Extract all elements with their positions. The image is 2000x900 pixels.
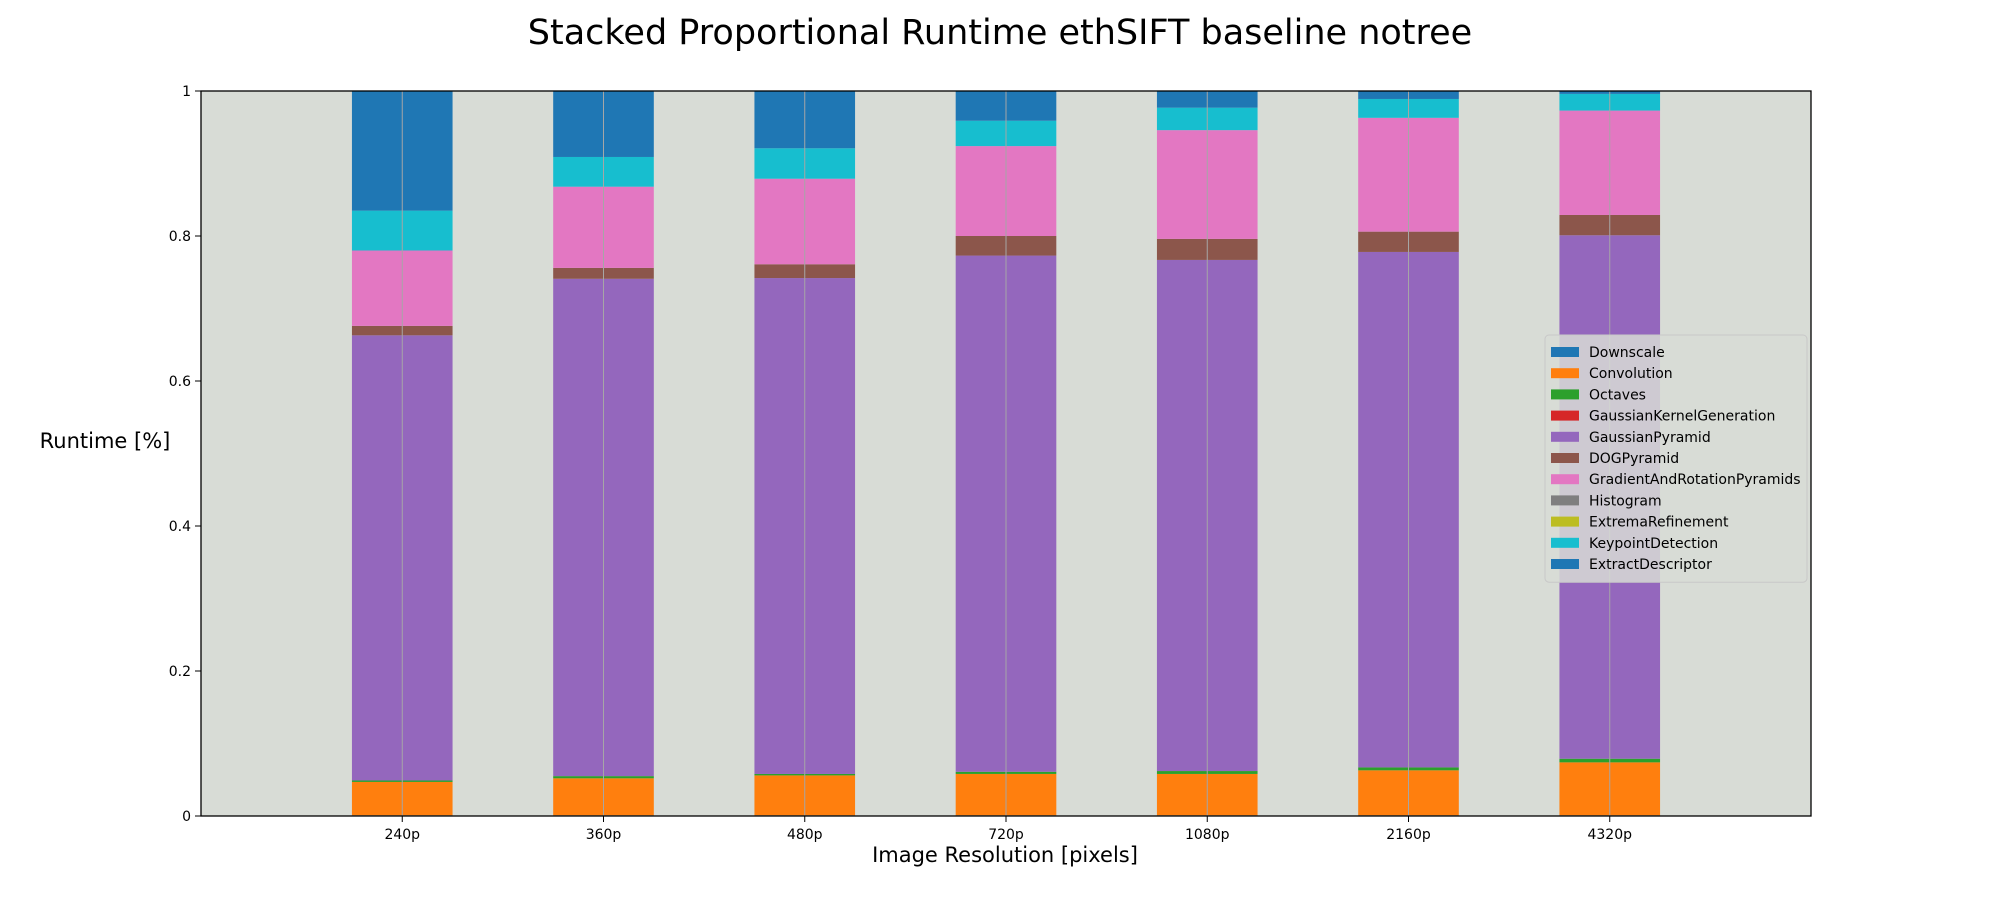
y-tick-label: 0 <box>182 809 191 825</box>
legend-swatch <box>1551 474 1579 485</box>
x-axis-ticks: 240p 360p 480p 720p 1080p 2160p 4320p <box>384 816 1632 843</box>
legend-label: GaussianPyramid <box>1589 430 1711 446</box>
legend-swatch <box>1551 431 1579 442</box>
legend-label: Histogram <box>1589 493 1662 509</box>
y-tick-label: 0.6 <box>169 374 191 390</box>
legend-box <box>1544 334 1808 583</box>
legend-swatch <box>1551 537 1579 548</box>
y-axis-ticks: 0 0.2 0.4 0.6 0.8 1 <box>169 84 201 825</box>
x-tick-label: 240p <box>384 827 420 843</box>
x-axis-label: Image Resolution [pixels] <box>872 843 1138 867</box>
x-tick-label: 720p <box>988 827 1024 843</box>
legend-label: GradientAndRotationPyramids <box>1589 472 1801 488</box>
legend-label: Octaves <box>1589 387 1646 403</box>
legend-swatch <box>1551 368 1579 379</box>
x-tick-label: 480p <box>787 827 823 843</box>
vertical-gridlines <box>401 91 1611 816</box>
legend-label: KeypointDetection <box>1589 536 1718 552</box>
legend-label: DOGPyramid <box>1589 451 1679 467</box>
y-tick-label: 0.2 <box>169 664 191 680</box>
y-axis-label: Runtime [%] <box>40 429 171 453</box>
legend-swatch <box>1551 516 1579 527</box>
legend-swatch <box>1551 410 1579 421</box>
chart-title: Stacked Proportional Runtime ethSIFT bas… <box>528 13 1472 53</box>
y-tick-label: 0.8 <box>169 229 191 245</box>
legend-swatch <box>1551 453 1579 463</box>
legend-swatch <box>1551 559 1579 569</box>
legend-label: GaussianKernelGeneration <box>1589 409 1775 425</box>
x-tick-label: 360p <box>586 827 622 843</box>
legend-swatch <box>1551 495 1579 506</box>
legend: Downscale Convolution Octaves GaussianKerne… <box>1544 334 1808 583</box>
legend-label: ExtremaRefinement <box>1589 515 1729 531</box>
legend-label: Downscale <box>1589 345 1665 361</box>
legend-label: ExtractDescriptor <box>1589 557 1712 573</box>
y-tick-label: 1 <box>182 84 191 100</box>
x-tick-label: 1080p <box>1185 827 1230 843</box>
legend-swatch <box>1551 389 1579 400</box>
x-tick-label: 2160p <box>1386 827 1431 843</box>
legend-label: Convolution <box>1589 366 1673 382</box>
x-tick-label: 4320p <box>1587 827 1632 843</box>
legend-swatch <box>1551 347 1579 357</box>
y-tick-label: 0.4 <box>169 519 191 535</box>
